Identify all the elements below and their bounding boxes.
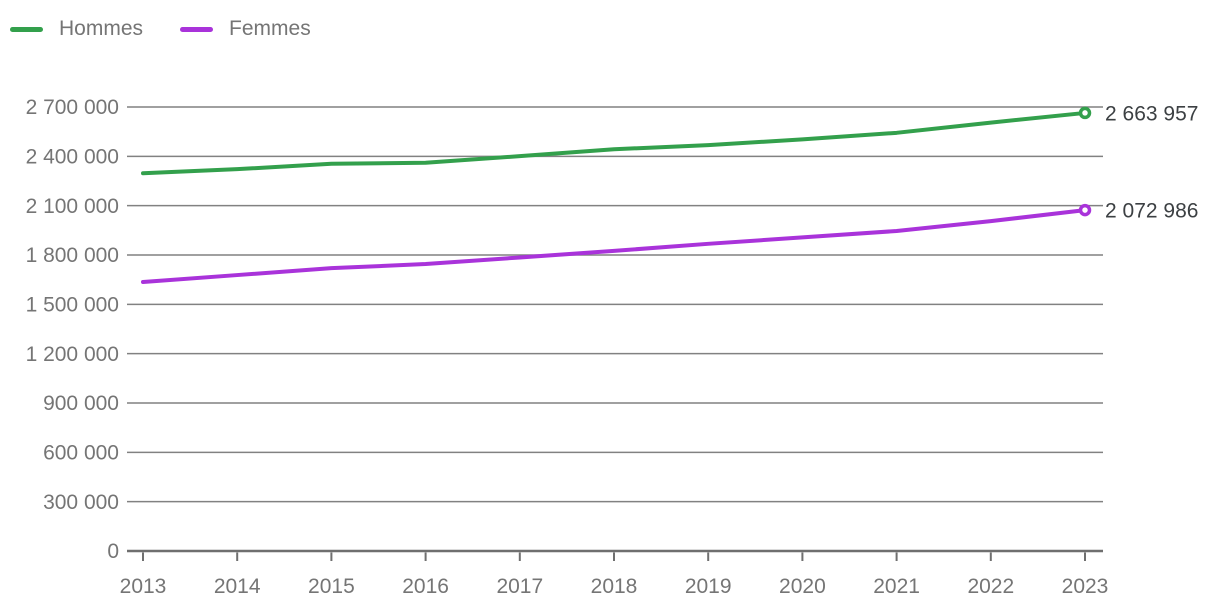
legend-item-femmes[interactable]: Femmes xyxy=(180,17,311,41)
x-tick-label: 2019 xyxy=(685,575,732,598)
end-value-label-hommes: 2 663 957 xyxy=(1105,102,1198,125)
x-tick-label: 2014 xyxy=(214,575,261,598)
x-tick-label: 2023 xyxy=(1062,575,1109,598)
y-tick-label: 0 xyxy=(107,540,119,563)
x-tick-label: 2018 xyxy=(591,575,638,598)
series-line-hommes[interactable] xyxy=(141,110,1087,176)
x-tick-label: 2020 xyxy=(779,575,826,598)
y-tick-label: 1 200 000 xyxy=(26,343,119,366)
y-tick-label: 2 400 000 xyxy=(26,145,119,168)
y-tick-label: 2 700 000 xyxy=(26,96,119,119)
y-tick-label: 600 000 xyxy=(43,441,119,464)
x-tick-label: 2022 xyxy=(967,575,1014,598)
legend-label-femmes: Femmes xyxy=(229,17,311,40)
x-tick-label: 2021 xyxy=(873,575,920,598)
chart-legend: Hommes Femmes xyxy=(10,17,311,41)
hommes-line-swatch-icon xyxy=(10,26,43,32)
y-tick-label: 900 000 xyxy=(43,392,119,415)
legend-item-hommes[interactable]: Hommes xyxy=(10,17,143,41)
end-value-label-femmes: 2 072 986 xyxy=(1105,199,1198,222)
y-tick-label: 2 100 000 xyxy=(26,195,119,218)
y-tick-label: 1 500 000 xyxy=(26,293,119,316)
x-tick-label: 2016 xyxy=(402,575,449,598)
legend-label-hommes: Hommes xyxy=(59,17,144,40)
x-tick-label: 2017 xyxy=(496,575,543,598)
x-tick-label: 2015 xyxy=(308,575,355,598)
end-marker-femmes[interactable] xyxy=(1078,203,1092,217)
y-tick-label: 300 000 xyxy=(43,491,119,514)
end-marker-hommes[interactable] xyxy=(1078,106,1092,120)
femmes-line-swatch-icon xyxy=(180,26,214,32)
x-tick-label: 2013 xyxy=(120,575,167,598)
series-line-femmes[interactable] xyxy=(141,208,1087,284)
y-tick-label: 1 800 000 xyxy=(26,244,119,267)
